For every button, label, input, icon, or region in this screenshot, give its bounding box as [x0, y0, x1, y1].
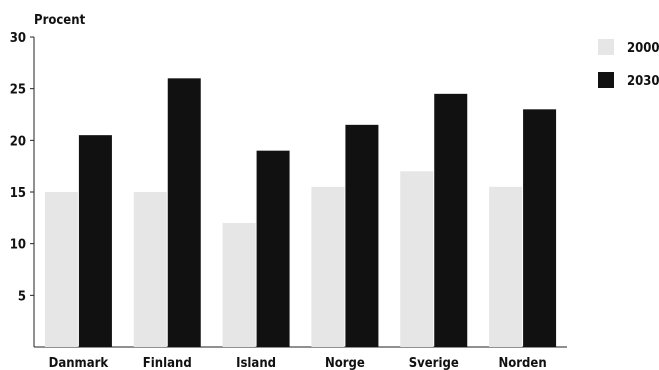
- legend-swatch-2000: [598, 39, 614, 55]
- y-tick-label: 30: [10, 31, 26, 46]
- y-tick-label: 5: [18, 289, 26, 304]
- bar-2000-norden: [489, 186, 523, 347]
- bar-2000-finland: [133, 192, 167, 347]
- y-tick-label: 25: [10, 83, 26, 98]
- y-tick-label: 10: [10, 238, 26, 253]
- bar-2030-danmark: [78, 135, 112, 347]
- legend-label-2030: 2030: [627, 74, 659, 89]
- x-tick-label: Sverige: [409, 356, 459, 370]
- bar-2000-sverige: [400, 171, 434, 347]
- bar-2000-danmark: [44, 192, 78, 347]
- y-axis-label: Procent: [34, 13, 86, 28]
- bar-2000-island: [222, 223, 256, 347]
- y-tick-label: 20: [10, 134, 26, 149]
- legend-swatch-2030: [598, 72, 614, 88]
- x-tick-label: Norge: [325, 356, 365, 370]
- bar-2030-norge: [345, 124, 379, 347]
- x-tick-label: Island: [236, 356, 276, 370]
- legend-label-2000: 2000: [627, 41, 659, 56]
- bar-2000-norge: [311, 186, 345, 347]
- x-tick-label: Finland: [143, 356, 192, 370]
- x-tick-label: Danmark: [49, 356, 109, 370]
- bar-2030-island: [256, 150, 290, 347]
- bar-2030-norden: [523, 109, 557, 347]
- bar-2030-finland: [167, 78, 201, 347]
- bar-2030-sverige: [434, 93, 468, 347]
- y-tick-label: 15: [10, 186, 26, 201]
- x-tick-label: Norden: [498, 356, 546, 370]
